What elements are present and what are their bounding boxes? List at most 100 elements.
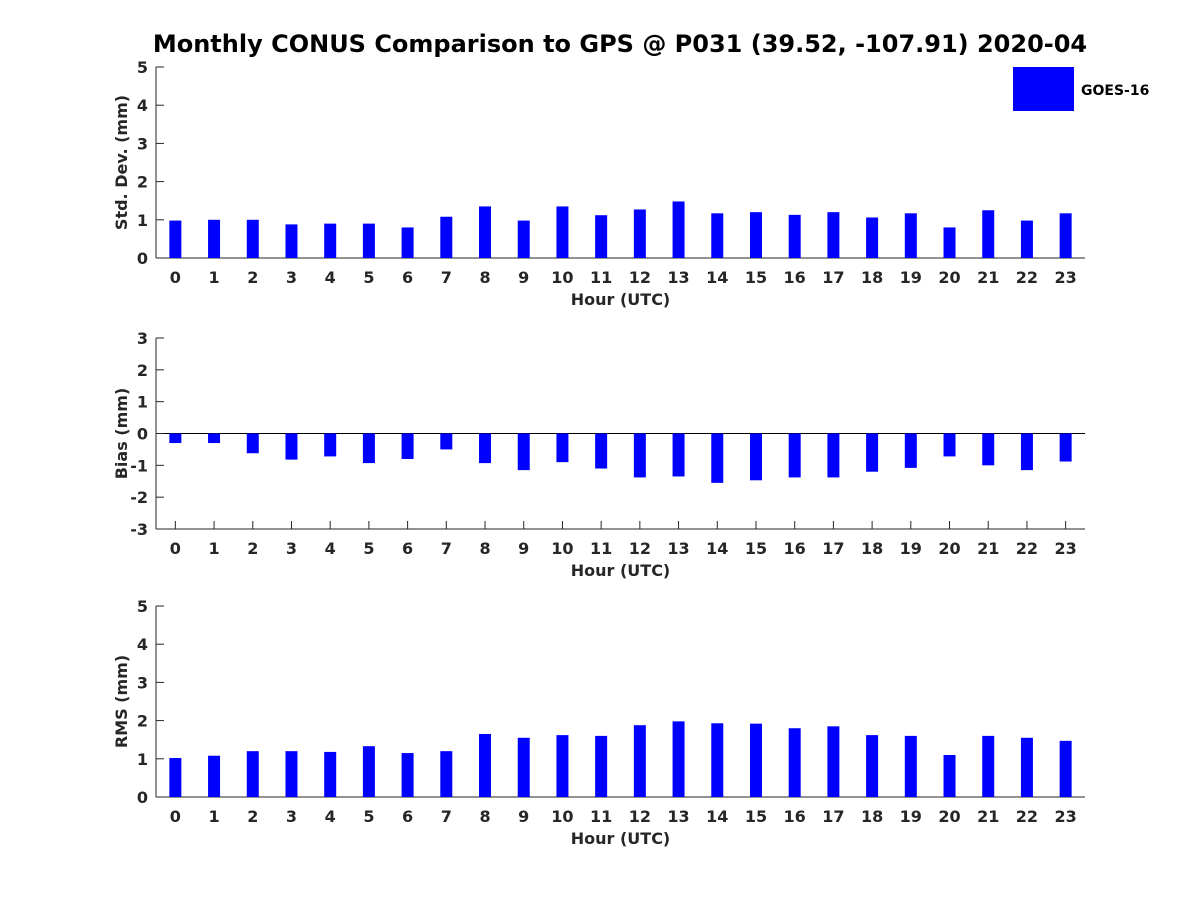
x-tick-label: 7 bbox=[441, 807, 452, 826]
x-tick-label: 14 bbox=[706, 539, 728, 558]
bar-hour-13 bbox=[672, 721, 685, 797]
bar-hour-22 bbox=[1020, 433, 1033, 471]
bar-hour-4 bbox=[324, 751, 337, 797]
bar-hour-5 bbox=[362, 223, 375, 258]
bar-hour-6 bbox=[401, 753, 414, 797]
bar-hour-1 bbox=[208, 219, 221, 258]
x-tick-label: 13 bbox=[667, 268, 689, 287]
bar-hour-21 bbox=[982, 735, 995, 797]
x-tick-label: 5 bbox=[363, 539, 374, 558]
bar-hour-6 bbox=[401, 227, 414, 258]
bar-hour-2 bbox=[246, 219, 259, 258]
x-tick-label: 16 bbox=[784, 268, 806, 287]
bar-hour-3 bbox=[285, 224, 298, 258]
bar-hour-3 bbox=[285, 751, 298, 797]
bar-hour-18 bbox=[866, 735, 879, 797]
bar-hour-16 bbox=[788, 214, 801, 258]
y-tick-label: -2 bbox=[130, 488, 148, 507]
legend-label: GOES-16 bbox=[1081, 83, 1149, 99]
x-tick-label: 23 bbox=[1055, 807, 1077, 826]
bar-hour-17 bbox=[827, 433, 840, 478]
legend-swatch bbox=[1013, 67, 1074, 111]
x-tick-label: 17 bbox=[822, 807, 844, 826]
x-tick-label: 4 bbox=[325, 268, 336, 287]
bar-hour-0 bbox=[169, 433, 182, 444]
bar-hour-5 bbox=[362, 746, 375, 797]
bar-hour-23 bbox=[1059, 740, 1072, 797]
x-tick-label: 10 bbox=[551, 807, 573, 826]
bar-hour-14 bbox=[711, 213, 724, 258]
bar-hour-0 bbox=[169, 220, 182, 258]
bar-hour-7 bbox=[440, 216, 453, 258]
x-tick-label: 20 bbox=[938, 268, 960, 287]
x-tick-label: 23 bbox=[1055, 268, 1077, 287]
x-tick-label: 1 bbox=[208, 539, 219, 558]
bar-hour-16 bbox=[788, 728, 801, 797]
bar-hour-13 bbox=[672, 433, 685, 477]
y-tick-label: 2 bbox=[137, 361, 148, 380]
x-tick-label: 17 bbox=[822, 268, 844, 287]
bar-hour-1 bbox=[208, 755, 221, 797]
bar-hour-13 bbox=[672, 201, 685, 258]
bar-hour-3 bbox=[285, 433, 298, 460]
y-tick-label: 5 bbox=[137, 58, 148, 77]
y-tick-label: -3 bbox=[130, 520, 148, 539]
bar-hour-11 bbox=[595, 735, 608, 797]
x-tick-label: 8 bbox=[479, 268, 490, 287]
x-tick-label: 21 bbox=[977, 539, 999, 558]
bar-hour-10 bbox=[556, 433, 569, 463]
y-axis-label: Bias (mm) bbox=[112, 388, 131, 480]
x-tick-label: 15 bbox=[745, 268, 767, 287]
y-tick-label: 5 bbox=[137, 597, 148, 616]
bar-hour-17 bbox=[827, 212, 840, 258]
bar-hour-23 bbox=[1059, 433, 1072, 462]
bar-hour-10 bbox=[556, 206, 569, 258]
x-tick-label: 21 bbox=[977, 268, 999, 287]
bar-hour-14 bbox=[711, 723, 724, 797]
x-tick-label: 11 bbox=[590, 268, 612, 287]
bar-hour-12 bbox=[633, 725, 646, 797]
x-axis-label: Hour (UTC) bbox=[571, 561, 671, 580]
bar-hour-5 bbox=[362, 433, 375, 464]
legend: GOES-16 bbox=[1013, 67, 1149, 111]
x-tick-label: 15 bbox=[745, 807, 767, 826]
bar-hour-19 bbox=[904, 735, 917, 797]
y-tick-label: 1 bbox=[137, 750, 148, 769]
bar-hour-22 bbox=[1020, 220, 1033, 258]
bar-hour-18 bbox=[866, 433, 879, 472]
x-tick-label: 11 bbox=[590, 539, 612, 558]
x-tick-label: 3 bbox=[286, 539, 297, 558]
x-tick-label: 19 bbox=[900, 539, 922, 558]
x-tick-label: 13 bbox=[667, 807, 689, 826]
x-tick-label: 0 bbox=[170, 539, 181, 558]
x-tick-label: 18 bbox=[861, 268, 883, 287]
x-tick-label: 17 bbox=[822, 539, 844, 558]
bar-hour-2 bbox=[246, 433, 259, 454]
x-tick-label: 13 bbox=[667, 539, 689, 558]
bar-hour-20 bbox=[943, 754, 956, 797]
x-tick-label: 12 bbox=[629, 807, 651, 826]
bar-hour-4 bbox=[324, 223, 337, 258]
y-tick-label: 4 bbox=[137, 635, 148, 654]
x-axis-label: Hour (UTC) bbox=[571, 829, 671, 848]
bar-hour-4 bbox=[324, 433, 337, 457]
x-tick-label: 4 bbox=[325, 539, 336, 558]
x-tick-label: 3 bbox=[286, 807, 297, 826]
x-tick-label: 18 bbox=[861, 807, 883, 826]
x-tick-label: 12 bbox=[629, 268, 651, 287]
x-tick-label: 9 bbox=[518, 539, 529, 558]
x-tick-label: 18 bbox=[861, 539, 883, 558]
y-tick-label: 3 bbox=[137, 673, 148, 692]
x-tick-label: 22 bbox=[1016, 807, 1038, 826]
x-tick-label: 9 bbox=[518, 807, 529, 826]
bar-hour-16 bbox=[788, 433, 801, 478]
x-tick-label: 8 bbox=[479, 807, 490, 826]
x-tick-label: 8 bbox=[479, 539, 490, 558]
x-tick-label: 11 bbox=[590, 807, 612, 826]
x-tick-label: 6 bbox=[402, 539, 413, 558]
x-tick-label: 12 bbox=[629, 539, 651, 558]
x-tick-label: 19 bbox=[900, 268, 922, 287]
